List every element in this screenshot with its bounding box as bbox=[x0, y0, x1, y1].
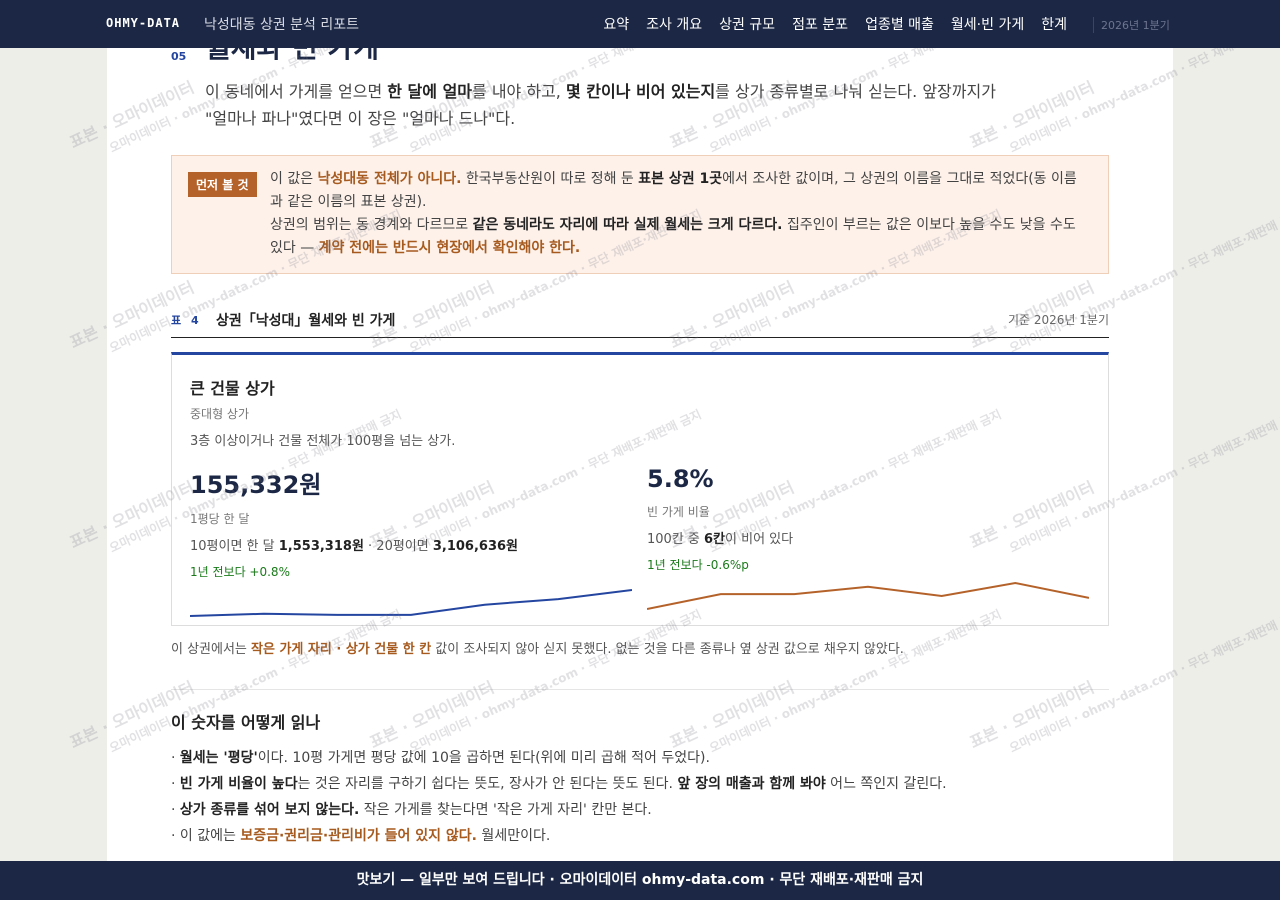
text: 1,553,318원 bbox=[278, 539, 364, 554]
text: · bbox=[171, 776, 180, 792]
footer: 맛보기 — 일부만 보여 드립니다 · 오마이데이터 ohmy-data.com… bbox=[0, 861, 1280, 900]
text: 같은 동네라도 자리에 따라 실제 월세는 크게 다르다. bbox=[472, 217, 783, 233]
report-title: 낙성대동 상권 분석 리포트 bbox=[204, 17, 360, 33]
text: 값이 조사되지 않아 싣지 못했다. 없는 것을 다른 종류나 옆 상권 값으로… bbox=[431, 642, 904, 657]
howto-list: · 월세는 '평당'이다. 10평 가게면 평당 값에 10을 곱하면 된다(위… bbox=[171, 745, 1109, 849]
text: 작은 가게 자리 · 상가 건물 한 칸 bbox=[251, 642, 432, 657]
text: 월세만이다. bbox=[476, 828, 551, 844]
text: 빈 가게 비율이 높다 bbox=[179, 776, 298, 792]
trend-line bbox=[190, 589, 632, 617]
text: 10평이면 한 달 bbox=[190, 539, 279, 554]
text: 앞 장의 매출과 함께 봐야 bbox=[677, 776, 826, 792]
missing-note: 이 상권에서는 작은 가게 자리 · 상가 건물 한 칸 값이 조사되지 않아 … bbox=[171, 638, 904, 657]
table-label: 표 4 bbox=[171, 314, 202, 327]
badge: 먼저 볼 것 bbox=[188, 172, 257, 197]
vacancy-metric: 5.8% 빈 가게 비율 100칸 중 6칸이 비어 있다 1년 전보다 -0.… bbox=[647, 465, 1089, 613]
list-item: · 상가 종류를 섞어 보지 않는다. 작은 가게를 찾는다면 '작은 가게 자… bbox=[171, 797, 1109, 823]
intro: 이 동네에서 가게를 얻으면 한 달에 얼마를 내야 하고, 몇 칸이나 비어 … bbox=[205, 78, 1005, 132]
text: 한국부동산원이 따로 정해 둔 bbox=[461, 171, 639, 187]
howto-title: 이 숫자를 어떻게 읽나 bbox=[171, 713, 321, 732]
text: 이 비어 있다 bbox=[725, 532, 794, 547]
top-bar: OHMY-DATA 낙성대동 상권 분석 리포트 요약 조사 개요 상권 규모 점포 … bbox=[0, 0, 1280, 48]
section-number: 05 bbox=[171, 50, 187, 63]
text: · bbox=[171, 802, 180, 818]
notice: 먼저 볼 것 이 값은 낙성대동 전체가 아니다. 한국부동산원이 따로 정해 … bbox=[171, 155, 1109, 274]
text: 몇 칸이나 비어 있는지 bbox=[565, 82, 716, 101]
list-item: · 이 값에는 보증금·권리금·관리비가 들어 있지 않다. 월세만이다. bbox=[171, 823, 1109, 849]
list-item: · 빈 가게 비율이 높다는 것은 자리를 구하기 쉽다는 뜻도, 장사가 안 … bbox=[171, 771, 1109, 797]
nav-link[interactable]: 점포 분포 bbox=[792, 17, 849, 33]
text: 는 것은 자리를 구하기 쉽다는 뜻도, 장사가 안 된다는 뜻도 된다. bbox=[297, 776, 678, 792]
nav-link[interactable]: 상권 규모 bbox=[719, 17, 776, 33]
text: 이 상권에서는 bbox=[171, 642, 252, 657]
text: 를 상가 종류별로 나눠 싣는다. 앞장까지가 "얼마나 파나"였다면 이 장은… bbox=[205, 82, 996, 128]
sparkline bbox=[647, 581, 1089, 610]
nav-link[interactable]: 업종별 매출 bbox=[865, 17, 934, 33]
text: 낙성대동 전체가 아니다. bbox=[317, 171, 462, 187]
text: 에서 조사한 값이며, 그 상권의 이름을 그대로 적었다(동 이름과 같은 이… bbox=[270, 171, 1077, 210]
text: 를 내야 하고, bbox=[472, 82, 566, 101]
card-desc: 3층 이상이거나 건물 전체가 100평을 넘는 상가. bbox=[190, 434, 456, 449]
card-subtitle: 중대형 상가 bbox=[190, 407, 250, 421]
paragraph: 이 값은 낙성대동 전체가 아니다. 한국부동산원이 따로 정해 둔 표본 상권… bbox=[270, 168, 1085, 214]
brand[interactable]: OHMY-DATA bbox=[106, 16, 181, 30]
nav-link[interactable]: 요약 bbox=[603, 17, 630, 33]
table-basis: 기준 2026년 1분기 bbox=[1007, 313, 1109, 327]
text: 보증금·권리금·관리비가 들어 있지 않다. bbox=[240, 828, 477, 844]
text: 이다. 10평 가게면 평당 값에 10을 곱하면 된다(위에 미리 곱해 적어… bbox=[257, 750, 710, 766]
text: 계약 전에는 반드시 현장에서 확인해야 한다. bbox=[318, 240, 581, 256]
metric-value: 5.8% bbox=[647, 465, 714, 493]
text: 작은 가게를 찾는다면 '작은 가게 자리' 칸만 본다. bbox=[359, 802, 652, 818]
text: 3,106,636원 bbox=[432, 539, 519, 554]
notice-text: 이 값은 낙성대동 전체가 아니다. 한국부동산원이 따로 정해 둔 표본 상권… bbox=[270, 168, 1085, 260]
text: 100칸 중 bbox=[647, 532, 704, 547]
period: 2026년 1분기 bbox=[1093, 17, 1173, 33]
text: 이 동네에서 가게를 얻으면 bbox=[205, 82, 388, 101]
rent-metric: 155,332원 1평당 한 달 10평이면 한 달 1,553,318원 · … bbox=[190, 465, 632, 620]
text: 상권의 범위는 동 경계와 다르므로 bbox=[270, 217, 473, 233]
divider bbox=[171, 689, 1109, 690]
metric-value: 155,332원 bbox=[190, 471, 322, 499]
trend-line bbox=[647, 581, 1089, 610]
text: 집주인이 부르는 값은 이보다 높을 수도 낮을 수도 있다 — bbox=[270, 217, 1076, 256]
paragraph: 상권의 범위는 동 경계와 다르므로 같은 동네라도 자리에 따라 실제 월세는… bbox=[270, 214, 1085, 260]
nav-link[interactable]: 월세·빈 가게 bbox=[950, 17, 1025, 33]
sparkline bbox=[190, 589, 632, 617]
content: 05 월세와 빈 가게 이 동네에서 가게를 얻으면 한 달에 얼마를 내야 하… bbox=[107, 0, 1173, 900]
text: 6칸 bbox=[704, 532, 726, 547]
table-title: 상권「낙성대」월세와 빈 가게 bbox=[216, 313, 396, 329]
metric-detail: 10평이면 한 달 1,553,318원 · 20평이면 3,106,636원 bbox=[190, 535, 632, 554]
list-item: · 월세는 '평당'이다. 10평 가게면 평당 값에 10을 곱하면 된다(위… bbox=[171, 745, 1109, 771]
table-header: 표 4 상권「낙성대」월세와 빈 가게 기준 2026년 1분기 bbox=[171, 310, 1109, 338]
metric-caption: 1평당 한 달 bbox=[190, 512, 250, 526]
text: · bbox=[171, 750, 180, 766]
text: 상가 종류를 섞어 보지 않는다. bbox=[179, 802, 360, 818]
text: 이 값은 bbox=[270, 171, 318, 187]
nav-link[interactable]: 조사 개요 bbox=[646, 17, 703, 33]
text: 어느 쪽인지 갈린다. bbox=[825, 776, 947, 792]
metric-detail: 100칸 중 6칸이 비어 있다 bbox=[647, 528, 1089, 547]
text: · 20평이면 bbox=[363, 539, 433, 554]
text: 한 달에 얼마 bbox=[387, 82, 473, 101]
metric-caption: 빈 가게 비율 bbox=[647, 505, 710, 519]
text: 월세는 '평당' bbox=[179, 750, 258, 766]
nav-link[interactable]: 한계 bbox=[1041, 17, 1067, 33]
metric-change: 1년 전보다 +0.8% bbox=[190, 565, 290, 579]
card: 큰 건물 상가 중대형 상가 3층 이상이거나 건물 전체가 100평을 넘는 … bbox=[171, 352, 1109, 626]
text: 표본 상권 1곳 bbox=[638, 171, 723, 187]
nav: 요약 조사 개요 상권 규모 점포 분포 업종별 매출 월세·빈 가게 한계 bbox=[603, 14, 1067, 34]
card-title: 큰 건물 상가 bbox=[190, 379, 275, 398]
metric-change: 1년 전보다 -0.6%p bbox=[647, 558, 749, 572]
text: · 이 값에는 bbox=[171, 828, 241, 844]
